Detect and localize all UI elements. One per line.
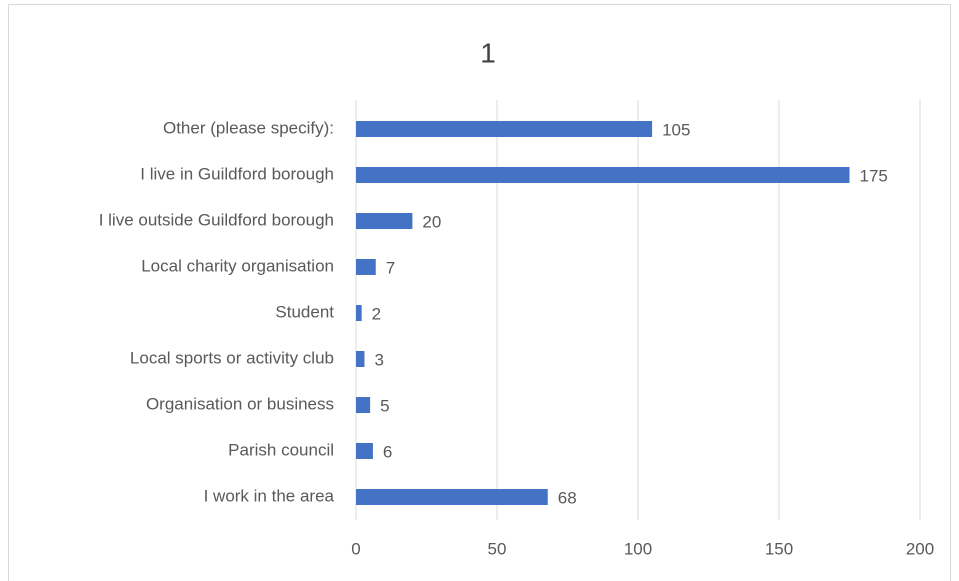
y-tick-label: Organisation or business — [146, 394, 334, 413]
value-label: 175 — [860, 166, 888, 185]
bar — [356, 213, 413, 229]
chart-title: 1 — [480, 37, 496, 68]
y-tick-label: I work in the area — [204, 486, 335, 505]
value-label: 7 — [386, 258, 395, 277]
bar — [356, 397, 371, 413]
value-label: 3 — [374, 350, 383, 369]
y-tick-label: Student — [275, 302, 334, 321]
x-tick-label: 150 — [765, 539, 793, 558]
value-label: 68 — [558, 488, 577, 507]
value-label: 2 — [372, 304, 381, 323]
y-tick-label: Other (please specify): — [163, 118, 334, 137]
value-label: 20 — [422, 212, 441, 231]
bar — [356, 259, 376, 275]
y-tick-label: Local sports or activity club — [130, 348, 334, 367]
x-tick-label: 100 — [624, 539, 652, 558]
x-tick-label: 50 — [488, 539, 507, 558]
value-label: 6 — [383, 442, 392, 461]
bar — [356, 121, 653, 137]
bar — [356, 443, 373, 459]
y-tick-label: I live in Guildford borough — [140, 164, 334, 183]
y-tick-label: Parish council — [228, 440, 334, 459]
x-tick-label: 0 — [351, 539, 360, 558]
bar — [356, 351, 365, 367]
y-tick-label: Local charity organisation — [141, 256, 334, 275]
y-tick-label: I live outside Guildford borough — [99, 210, 334, 229]
x-tick-label: 200 — [906, 539, 934, 558]
bar — [356, 167, 850, 183]
bar — [356, 489, 548, 505]
value-label: 105 — [662, 120, 690, 139]
chart-frame — [8, 4, 951, 581]
value-label: 5 — [380, 396, 389, 415]
bar — [356, 305, 362, 321]
